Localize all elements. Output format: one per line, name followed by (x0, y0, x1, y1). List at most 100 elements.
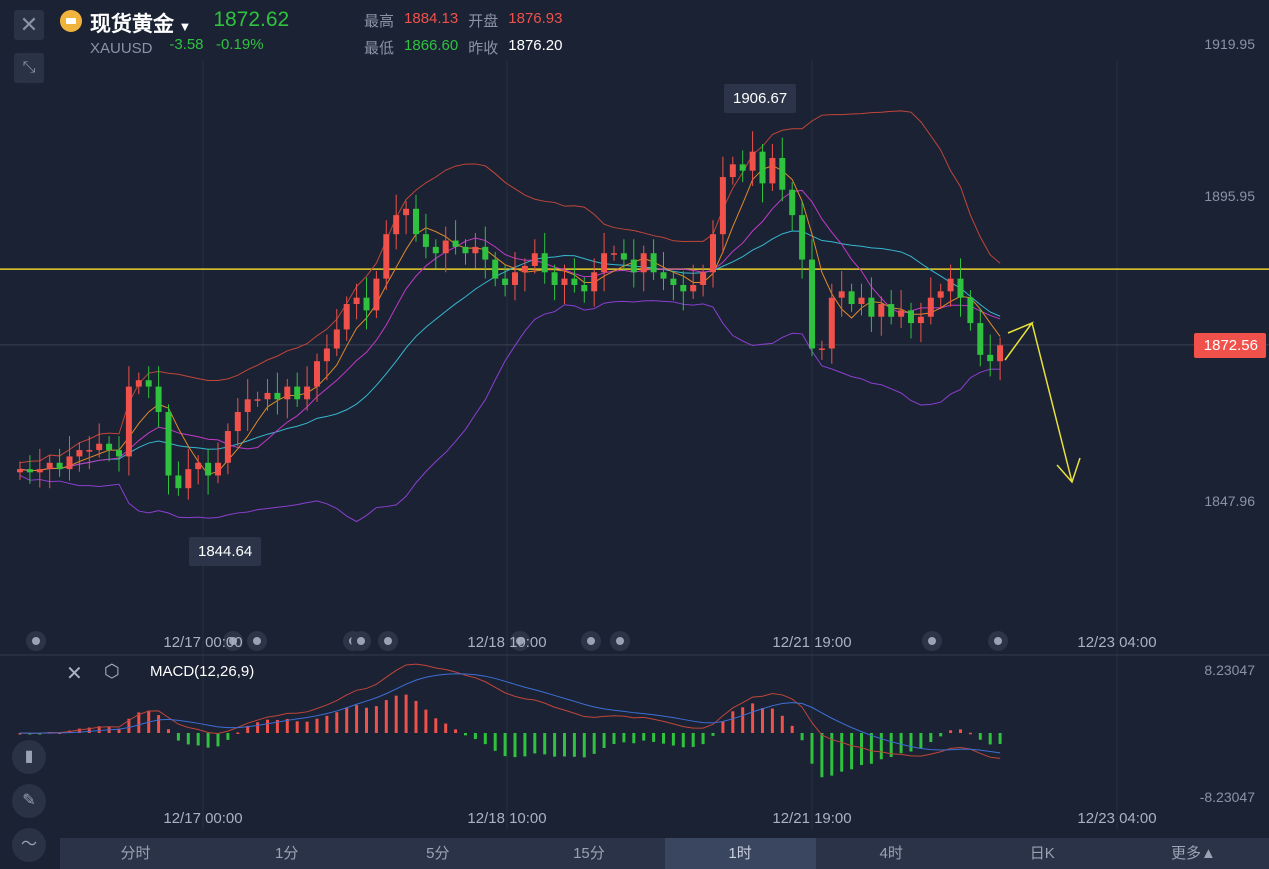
candle-body (769, 157, 776, 184)
candlestick-icon[interactable]: ▮ (12, 740, 46, 774)
candle-body (700, 272, 707, 285)
macd-bar (424, 709, 428, 733)
event-dot (928, 637, 936, 645)
candle-body (799, 215, 806, 260)
candle-body (967, 297, 974, 324)
pencil-icon[interactable]: ✎ (12, 784, 46, 818)
macd-bar (909, 733, 913, 752)
candle-body (571, 278, 578, 285)
candle-body (442, 240, 449, 254)
macd-bar (662, 733, 665, 744)
candle-body (125, 386, 132, 457)
close-macd-icon[interactable]: ✕ (66, 663, 83, 685)
candle-body (937, 291, 944, 298)
candle-body (76, 450, 83, 457)
event-dot (32, 637, 40, 645)
candle-body (670, 278, 677, 285)
macd-bar (879, 733, 883, 760)
macd-bar (384, 700, 388, 733)
candle-body (660, 272, 667, 279)
macd-bar (671, 733, 675, 746)
macd-bar (275, 719, 279, 733)
tab-more[interactable]: 更多▲ (1171, 845, 1216, 862)
time-label: 12/23 04:00 (1077, 810, 1157, 827)
change-pct: -0.19% (216, 36, 264, 53)
candle-body (452, 240, 459, 247)
tab-5m[interactable]: 5分 (426, 845, 450, 862)
candle-body (710, 234, 716, 273)
high-value: 1884.13 (404, 10, 459, 27)
candle-body (264, 392, 271, 400)
candle-body (611, 253, 617, 255)
macd-bar (117, 728, 121, 733)
macd-bar (285, 718, 289, 733)
candle-body (729, 164, 736, 178)
tab-daily[interactable]: 日K (1029, 845, 1055, 862)
macd-label: MACD(12,26,9) (150, 663, 255, 680)
gold-icon (60, 10, 82, 32)
collapse-icon[interactable]: ⤡ (14, 53, 44, 83)
candle-body (898, 310, 905, 317)
candle-body (719, 177, 726, 235)
candle-body (630, 259, 637, 273)
close-icon[interactable]: ✕ (14, 10, 44, 40)
indicator-icon[interactable]: 〜 (12, 828, 46, 862)
prev-close-value: 1876.20 (508, 37, 563, 54)
candle-body (165, 411, 172, 476)
macd-bar (553, 733, 557, 757)
dropdown-icon[interactable]: ▼ (178, 19, 192, 34)
tab-timeshare[interactable]: 分时 (120, 845, 151, 862)
candle-body (957, 278, 964, 298)
macd-max: 8.23047 (1204, 662, 1255, 678)
candle-body (343, 304, 350, 330)
candle-body (135, 380, 142, 387)
macd-bar (315, 718, 319, 733)
macd-bar (533, 733, 537, 754)
candle-body (353, 297, 360, 305)
macd-bar (721, 721, 725, 733)
macd-bar (374, 706, 378, 733)
macd-bar (810, 733, 814, 764)
candle-body (947, 278, 954, 292)
candle-body (759, 151, 766, 184)
time-label: 12/17 00:00 (163, 810, 243, 827)
macd-bar (246, 725, 250, 733)
candle-body (304, 386, 311, 400)
candle-body (254, 399, 261, 401)
candle-body (26, 469, 33, 473)
candle-body (17, 469, 23, 473)
macd-bar (691, 733, 695, 747)
candle-body (561, 278, 568, 285)
candle-body (155, 386, 162, 412)
tab-1h[interactable]: 1时 (664, 838, 816, 869)
bollinger-lower (19, 300, 1001, 523)
settings-icon[interactable]: ⬡ (104, 661, 120, 681)
instrument-name[interactable]: 现货黄金 (90, 13, 174, 36)
macd-bar (87, 727, 91, 733)
candle-body (333, 329, 340, 349)
macd-bar (127, 718, 131, 733)
candle-body (56, 462, 63, 470)
tab-1m[interactable]: 1分 (275, 845, 299, 862)
tab-4h[interactable]: 4时 (879, 845, 903, 862)
candle-body (363, 297, 370, 311)
macd-bar (949, 730, 953, 733)
candle-body (818, 348, 825, 350)
price-axis-label: 1847.96 (1204, 493, 1255, 509)
macd-bar (731, 711, 735, 733)
ma20-line (19, 230, 1001, 472)
macd-bar (572, 733, 576, 757)
candle-body (927, 297, 934, 317)
macd-bar (860, 733, 863, 766)
tab-15m[interactable]: 15分 (573, 845, 605, 862)
macd-bar (493, 733, 497, 751)
macd-bar (404, 694, 408, 733)
macd-bar (830, 733, 834, 776)
candle-body (789, 189, 796, 216)
macd-bar (266, 719, 269, 733)
arrow-annotation (1004, 321, 1081, 484)
timeframe-tabs: 分时 1分 5分 15分 1时 4时 日K 更多▲ (60, 838, 1269, 869)
candle-body (383, 234, 390, 279)
macd-bar (365, 707, 368, 733)
